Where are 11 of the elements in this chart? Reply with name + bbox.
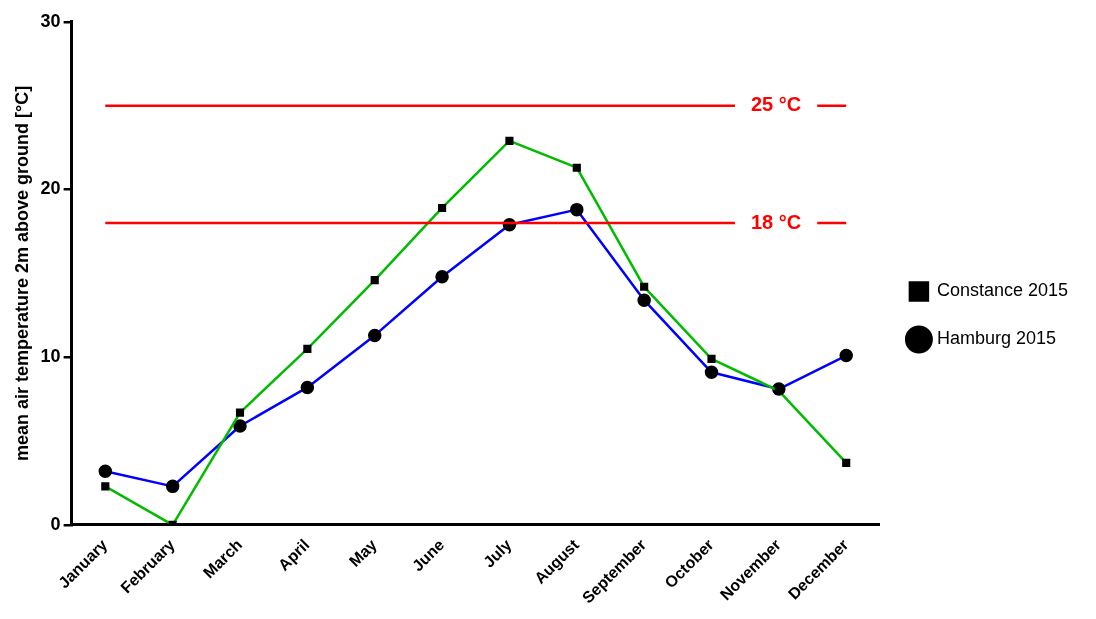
x-tick-label: July: [480, 535, 515, 571]
y-tick-label: 10: [40, 346, 61, 367]
ref-line-label: 18 °C: [750, 210, 802, 233]
y-tick-label: 30: [40, 10, 61, 31]
y-axis-title: mean air temperature 2m above ground [°C]: [11, 85, 32, 462]
legend-label: Hamburg 2015: [936, 328, 1056, 349]
legend-label: Constance 2015: [936, 280, 1069, 301]
y-tick-label: 20: [40, 178, 61, 199]
y-tick-label: 0: [50, 513, 61, 534]
ref-line-label: 25 °C: [750, 93, 802, 116]
x-tick-label: May: [345, 535, 381, 570]
